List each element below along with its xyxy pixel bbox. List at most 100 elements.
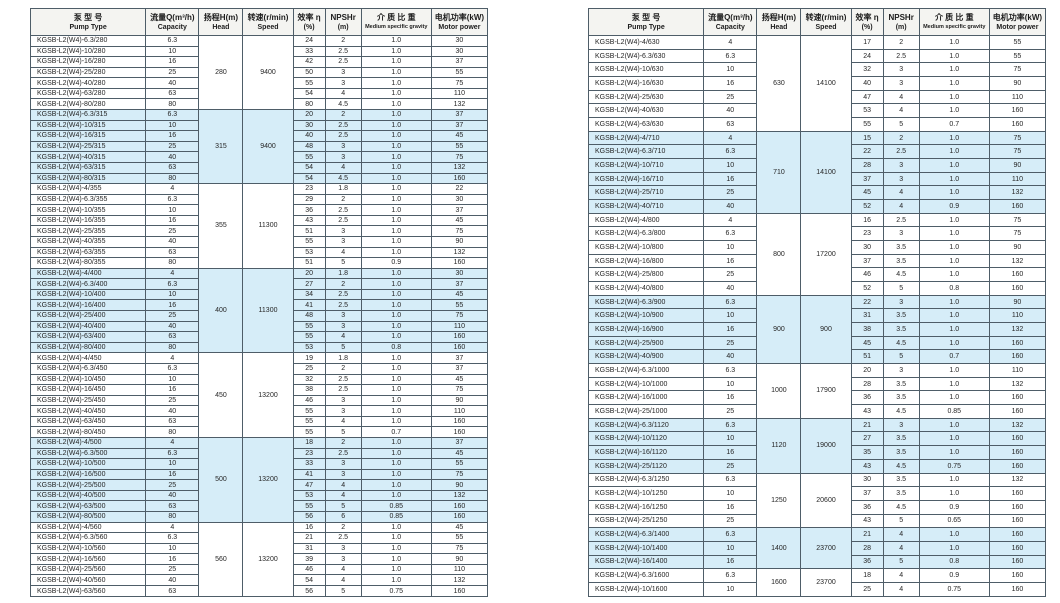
pump-model-cell: KGSB-L2(W4)-40/630 (587, 103, 705, 119)
npshr-cell: 2.5 (324, 288, 362, 301)
gravity-cell: 1.0 (360, 66, 432, 79)
speed-cell: 13200 (242, 436, 294, 523)
gravity-cell: 1.0 (918, 486, 990, 501)
motor-power-cell: 110 (430, 563, 489, 576)
gravity-cell: 1.0 (360, 151, 432, 163)
npshr-cell: 2 (324, 35, 362, 47)
speed-cell: 17900 (800, 363, 852, 419)
capacity-cell: 6.3 (703, 472, 758, 488)
pump-model-cell: KGSB-L2(W4)-10/450 (29, 373, 147, 386)
npshr-cell: 2.5 (324, 130, 362, 142)
table-row: KGSB-L2(W4)-10/800 10 30 3.5 1.0 90 (587, 240, 1047, 255)
pump-model-cell: KGSB-L2(W4)-40/900 (587, 349, 705, 365)
capacity-cell: 6.3 (145, 109, 200, 121)
gravity-cell: 1.0 (360, 542, 432, 555)
col-header-zh: 介 质 比 重 (376, 12, 416, 22)
table-row: KGSB-L2(W4)-16/355 16 43 2.5 1.0 45 (29, 214, 489, 227)
capacity-cell: 25 (703, 267, 758, 283)
npshr-cell: 2.5 (324, 299, 362, 312)
head-cell: 900 (756, 294, 802, 365)
capacity-cell: 16 (703, 253, 758, 269)
col-header-en: Capacity (157, 23, 187, 31)
efficiency-cell: 28 (850, 540, 884, 556)
gravity-cell: 1.0 (360, 161, 432, 174)
gravity-cell: 1.0 (918, 390, 990, 406)
table-row: KGSB-L2(W4)-4/710 4 710 14100 15 2 1.0 75 (587, 130, 1047, 214)
head-cell: 500 (198, 436, 244, 523)
efficiency-cell: 18 (850, 568, 884, 583)
table-row: KGSB-L2(W4)-25/900 25 45 4.5 1.0 160 (587, 335, 1047, 351)
gravity-cell: 1.0 (918, 240, 990, 255)
capacity-cell: 40 (703, 349, 758, 365)
pump-model-cell: KGSB-L2(W4)-16/355 (29, 214, 147, 227)
motor-power-cell: 110 (988, 363, 1047, 378)
table-row: KGSB-L2(W4)-25/355 25 51 3 1.0 75 (29, 225, 489, 237)
table-row: KGSB-L2(W4)-6.3/315 6.3 315 9400 20 2 1.0 37 (29, 109, 489, 185)
gravity-cell: 0.9 (918, 199, 990, 214)
gravity-cell: 1.0 (918, 226, 990, 242)
gravity-cell: 1.0 (360, 415, 432, 428)
head-cell: 400 (198, 267, 244, 354)
capacity-cell: 63 (145, 585, 200, 597)
pump-model-cell: KGSB-L2(W4)-10/1600 (587, 581, 705, 598)
col-header-en: Speed (257, 23, 279, 31)
table-row: KGSB-L2(W4)-16/1120 16 35 3.5 1.0 160 (587, 445, 1047, 460)
gravity-cell: 0.75 (918, 458, 990, 474)
gravity-cell: 1.0 (360, 109, 432, 121)
capacity-cell: 25 (145, 140, 200, 153)
motor-power-cell: 160 (988, 458, 1047, 474)
capacity-cell: 25 (145, 66, 200, 79)
motor-power-cell: 160 (430, 331, 489, 343)
pump-model-cell: KGSB-L2(W4)-10/400 (29, 288, 147, 301)
col-header-zh: 泵 型 号 (631, 12, 661, 22)
pump-model-cell: KGSB-L2(W4)-10/315 (29, 119, 147, 132)
npshr-cell: 2 (882, 130, 920, 146)
table-row: KGSB-L2(W4)-25/280 25 50 3 1.0 55 (29, 66, 489, 79)
capacity-cell: 25 (145, 225, 200, 237)
gravity-cell: 1.0 (918, 253, 990, 269)
motor-power-cell: 90 (430, 394, 489, 407)
motor-power-cell: 160 (988, 335, 1047, 351)
head-cell: 1120 (756, 417, 802, 474)
efficiency-cell: 27 (850, 431, 884, 447)
efficiency-cell: 55 (292, 77, 326, 89)
npshr-cell: 2.5 (324, 214, 362, 227)
efficiency-cell: 25 (850, 581, 884, 598)
pump-model-cell: KGSB-L2(W4)-10/1250 (587, 486, 705, 501)
motor-power-cell: 110 (988, 308, 1047, 324)
npshr-cell: 2.5 (324, 56, 362, 68)
capacity-cell: 10 (703, 540, 758, 556)
motor-power-cell: 132 (988, 253, 1047, 269)
npshr-cell: 3.5 (882, 431, 920, 447)
motor-power-cell: 160 (988, 486, 1047, 501)
motor-power-cell: 30 (430, 193, 489, 206)
capacity-cell: 16 (703, 390, 758, 406)
gravity-cell: 1.0 (918, 472, 990, 488)
efficiency-cell: 42 (292, 56, 326, 68)
gravity-cell: 1.0 (918, 48, 990, 64)
gravity-cell: 1.0 (360, 288, 432, 301)
col-header-en: Head (212, 23, 230, 31)
npshr-cell: 4.5 (324, 172, 362, 185)
motor-power-cell: 132 (988, 472, 1047, 488)
gravity-cell: 1.0 (360, 193, 432, 206)
capacity-cell: 25 (703, 404, 758, 419)
pump-model-cell: KGSB-L2(W4)-10/1400 (587, 540, 705, 556)
motor-power-cell: 160 (988, 199, 1047, 214)
capacity-cell: 25 (703, 335, 758, 351)
table-row: KGSB-L2(W4)-16/1400 16 36 5 0.8 160 (587, 554, 1047, 570)
npshr-cell: 1.8 (324, 352, 362, 364)
efficiency-cell: 29 (292, 193, 326, 206)
efficiency-cell: 54 (292, 574, 326, 587)
npshr-cell: 2.5 (324, 447, 362, 460)
pump-model-cell: KGSB-L2(W4)-80/280 (29, 98, 147, 111)
col-header-gravity: 介 质 比 重 Medium specific gravity (360, 8, 432, 36)
gravity-cell: 1.0 (918, 267, 990, 283)
npshr-cell: 5 (882, 554, 920, 570)
efficiency-cell: 45 (850, 335, 884, 351)
efficiency-cell: 30 (292, 119, 326, 132)
npshr-cell: 4.5 (324, 98, 362, 111)
npshr-cell: 2 (324, 521, 362, 534)
efficiency-cell: 30 (850, 240, 884, 255)
gravity-cell: 1.0 (918, 294, 990, 310)
